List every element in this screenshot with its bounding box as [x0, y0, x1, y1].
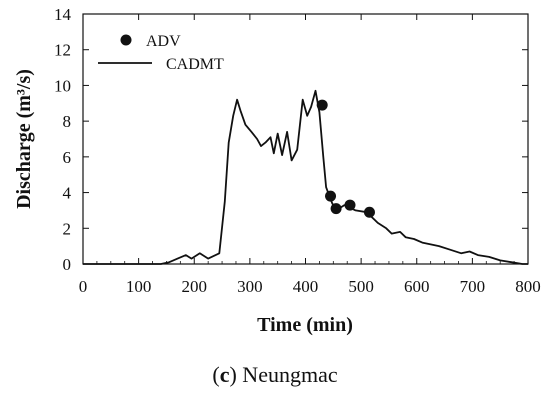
- legend-label-cadmt: CADMT: [166, 56, 224, 73]
- series-line-cadmt: [83, 89, 528, 265]
- x-tick-label: 300: [237, 277, 263, 296]
- y-tick-label: 4: [63, 184, 72, 203]
- chart: 0 100 200 300 400 500 600 700 800 0 2 4 6 8 10 12 14 ADV…: [13, 5, 541, 336]
- legend-marker-adv: [120, 34, 132, 46]
- y-tick-label: 2: [63, 219, 72, 238]
- caption-open: (: [212, 362, 220, 387]
- caption-panel-label: c: [219, 362, 230, 387]
- x-tick-label: 100: [126, 277, 152, 296]
- y-tick-label: 12: [54, 41, 71, 60]
- figure-caption: (c) Neungmac: [0, 362, 550, 388]
- legend-label-adv: ADV: [146, 33, 181, 50]
- x-tick-label: 700: [460, 277, 486, 296]
- x-tick-label: 200: [182, 277, 208, 296]
- y-tick-label: 0: [63, 255, 72, 274]
- y-tick-label: 10: [54, 76, 71, 95]
- x-tick-label: 800: [515, 277, 541, 296]
- x-tick-label: 500: [348, 277, 374, 296]
- data-point-adv: [344, 199, 356, 211]
- data-point-adv: [325, 190, 337, 202]
- data-point-adv: [316, 99, 328, 111]
- plot-frame: [82, 13, 529, 265]
- y-axis-title: Discharge (m³/s): [13, 69, 35, 209]
- data-point-adv: [330, 203, 342, 215]
- x-axis-title: Time (min): [257, 314, 353, 336]
- y-tick-label: 14: [54, 5, 72, 24]
- legend: ADV CADMT: [98, 33, 224, 73]
- x-tick-label: 400: [293, 277, 319, 296]
- x-tick-label: 600: [404, 277, 430, 296]
- caption-text: ) Neungmac: [229, 362, 338, 387]
- y-tick-label: 8: [63, 112, 72, 131]
- series-layer: [83, 89, 528, 265]
- y-tick-label: 6: [63, 148, 72, 167]
- axis-ticks: 0 100 200 300 400 500 600 700 800 0 2 4 6 8 10 12 14: [54, 5, 541, 296]
- x-tick-label: 0: [79, 277, 88, 296]
- data-point-adv: [363, 206, 375, 218]
